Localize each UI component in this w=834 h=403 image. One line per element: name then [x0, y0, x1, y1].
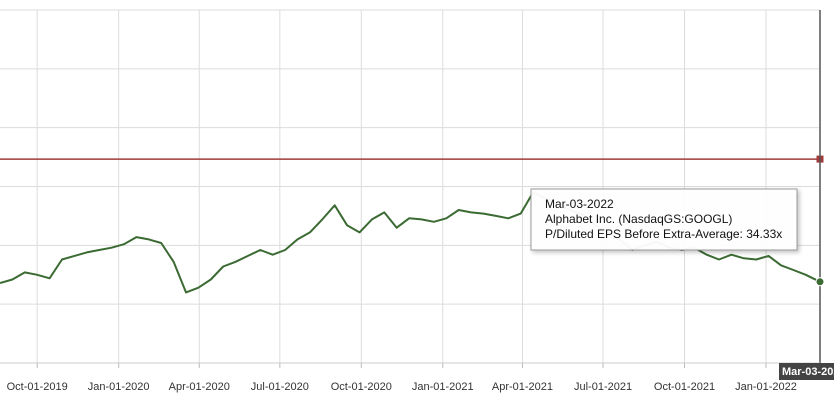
x-tick-label: Apr-01-2021: [492, 381, 553, 393]
x-tick-label: Jan-01-2022: [735, 381, 797, 393]
x-tick-label: Oct-01-2020: [331, 381, 392, 393]
crosshair-label: Mar-03-2022: [779, 363, 834, 380]
tooltip-date: Mar-03-2022: [545, 197, 614, 211]
x-tick-label: Apr-01-2020: [169, 381, 230, 393]
tooltip: Mar-03-2022 Alphabet Inc. (NasdaqGS:GOOG…: [530, 188, 798, 251]
x-tick-label: Jan-01-2020: [88, 381, 150, 393]
tooltip-box: [530, 188, 798, 251]
x-axis: Oct-01-2019 Jan-01-2020 Apr-01-2020 Jul-01-…: [0, 362, 820, 393]
grid: [0, 9, 820, 364]
x-tick-label: Jan-01-2021: [412, 381, 474, 393]
end-point: [815, 277, 825, 287]
x-tick-label: Jul-01-2021: [574, 381, 632, 393]
tooltip-series: Alphabet Inc. (NasdaqGS:GOOGL): [545, 212, 732, 226]
x-tick-label: Jul-01-2020: [251, 381, 309, 393]
tooltip-metric: P/Diluted EPS Before Extra-Average: 34.3…: [545, 227, 782, 241]
crosshair-label-text: Mar-03-2022: [782, 366, 834, 378]
crosshair-label-box: [779, 363, 834, 380]
x-tick-label: Oct-01-2019: [7, 381, 68, 393]
x-tick-label: Oct-01-2021: [654, 381, 715, 393]
